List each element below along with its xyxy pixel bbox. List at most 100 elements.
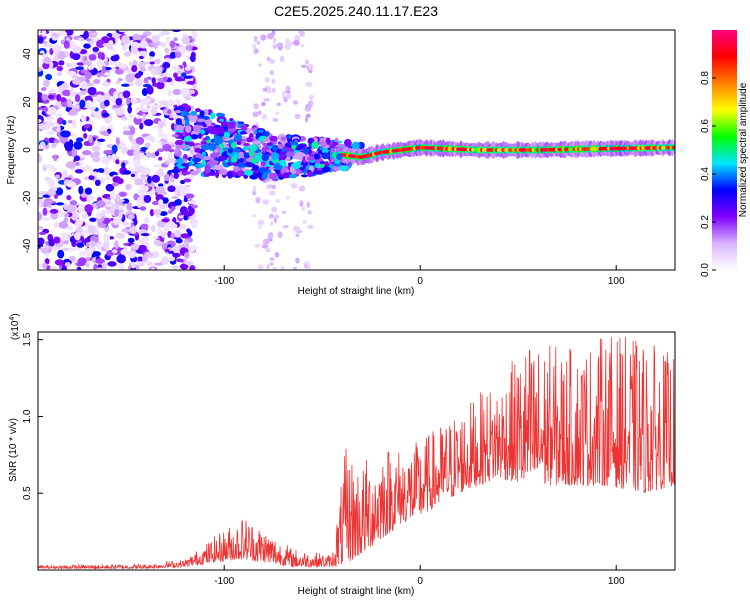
spectrogram-noise-blob <box>269 70 274 76</box>
spectrogram-noise-blob <box>134 78 143 87</box>
spectrogram-band-blob <box>206 139 211 144</box>
spectrogram-noise-blob <box>144 119 154 127</box>
spectrogram-noise-blob <box>174 98 181 104</box>
spectrogram-noise-blob <box>138 62 146 69</box>
spectrogram-noise-blob <box>142 83 152 88</box>
spectrogram-noise-blob <box>164 248 170 253</box>
spectrogram-band-blob <box>275 169 280 174</box>
spectrogram-noise-blob <box>152 235 159 240</box>
spectrogram-noise-blob <box>41 93 49 101</box>
spectrogram-noise-blob <box>127 213 135 220</box>
spectrogram-noise-blob <box>144 251 154 258</box>
spectrogram-noise-blob <box>105 183 115 192</box>
colorbar-tick-label: 0.6 <box>700 119 711 133</box>
spectrogram-noise-blob <box>143 216 150 224</box>
spectrogram-noise-blob <box>42 62 50 70</box>
spectrogram-band-blob <box>314 162 320 168</box>
spectrogram-noise-blob <box>175 205 183 210</box>
spectrogram-noise-blob <box>307 210 312 215</box>
spectrogram-noise-blob <box>179 259 184 263</box>
spectrogram-noise-blob <box>156 81 165 90</box>
colorbar-tick-label: 0.2 <box>700 215 711 229</box>
spectrogram-noise-blob <box>191 84 197 89</box>
spectrogram-noise-blob <box>38 67 43 72</box>
spectrogram-noise-blob <box>121 35 130 45</box>
spectrogram-band-blob <box>226 121 237 129</box>
spectrogram-band-blob <box>230 142 237 149</box>
spectrogram-noise-blob <box>63 177 72 181</box>
spectrogram-noise-blob <box>142 254 148 263</box>
spectrogram-noise-blob <box>140 146 148 151</box>
spectrogram-noise-blob <box>166 101 176 107</box>
spectrogram-band-blob <box>236 141 242 146</box>
spectrogram-noise-blob <box>257 264 264 270</box>
spectrogram-noise-blob <box>56 72 63 77</box>
spectrogram-noise-blob <box>154 58 161 65</box>
spectrogram-noise-blob <box>128 226 137 235</box>
spectrogram-noise-blob <box>184 66 192 71</box>
spectrogram-band-blob <box>173 166 179 170</box>
spectrogram-band-blob <box>240 124 248 131</box>
spectrogram-noise-blob <box>87 65 94 70</box>
spectrogram-noise-blob <box>267 232 274 239</box>
spectrogram-noise-blob <box>42 262 48 269</box>
spectrogram-noise-blob <box>84 187 93 195</box>
spectrogram-noise-blob <box>65 161 76 169</box>
spectrogram-noise-blob <box>88 54 97 61</box>
spectrogram-noise-blob <box>75 66 85 71</box>
colorbar-tick-label: 0.8 <box>700 71 711 85</box>
spectrogram-noise-blob <box>262 87 268 92</box>
spectrogram-band-blob <box>294 168 302 175</box>
spectrogram-noise-blob <box>130 243 140 250</box>
spectrogram-noise-blob <box>111 153 118 162</box>
spectrogram-noise-blob <box>122 221 128 225</box>
spectrogram-noise-blob <box>104 60 110 67</box>
spectrogram-noise-blob <box>47 188 56 197</box>
snr-frame <box>37 331 676 571</box>
spectrogram-band-blob <box>242 146 251 151</box>
spectrogram-noise-blob <box>254 244 261 248</box>
spectrogram-noise-blob <box>110 67 116 72</box>
spectrogram-noise-blob <box>137 261 145 267</box>
spectrogram-noise-blob <box>102 209 109 214</box>
spectrogram-noise-blob <box>180 87 190 97</box>
spectrogram-noise-blob <box>139 40 148 49</box>
spectrogram-noise-blob <box>46 116 54 121</box>
spectrogram-band-blob <box>321 152 329 160</box>
spectrogram-noise-blob <box>157 126 163 136</box>
spectrogram-noise-blob <box>77 204 85 213</box>
spectrogram-noise-blob <box>274 111 280 116</box>
spectrogram-band-blob <box>246 137 254 143</box>
spectrogram-band-blob <box>185 125 192 133</box>
spectrogram-noise-blob <box>155 186 166 194</box>
spectrogram-noise-blob <box>252 213 256 218</box>
spectrogram-noise-blob <box>87 89 96 94</box>
snr-y-tick-label: 0.5 <box>22 486 33 500</box>
spectrogram-noise-blob <box>252 111 260 118</box>
spectrogram-noise-blob <box>189 265 196 270</box>
spectrogram-band-blob <box>261 171 268 180</box>
spectrogram-noise-blob <box>173 37 178 42</box>
spectrogram-noise-blob <box>306 264 311 270</box>
spectrogram-band-blob <box>252 164 260 171</box>
spectrogram-noise-blob <box>66 70 77 76</box>
snr-series-line <box>38 336 675 570</box>
spectrogram-band-blob <box>213 127 222 136</box>
spectrogram-band-blob <box>201 144 211 151</box>
spectrogram-band-blob <box>240 140 247 144</box>
spectrogram-noise-blob <box>89 152 95 158</box>
spectrogram-band-blob <box>218 143 225 149</box>
spectrogram-band-blob <box>321 148 329 154</box>
spectrogram-band-blob <box>274 162 282 171</box>
spectrogram-band-blob <box>237 121 245 125</box>
spectrogram-noise-blob <box>103 233 111 243</box>
spectrogram-noise-blob <box>184 96 192 101</box>
spectrogram-noise-blob <box>116 254 127 264</box>
spectrogram-noise-blob <box>161 197 169 204</box>
spectrogram-band-blob <box>351 141 360 150</box>
spectrogram-noise-blob <box>187 245 196 254</box>
spectrogram-noise-blob <box>88 32 99 37</box>
spectrogram-noise-blob <box>170 232 176 239</box>
spectrogram-noise-blob <box>103 99 110 107</box>
spectrogram-noise-blob <box>68 256 76 262</box>
